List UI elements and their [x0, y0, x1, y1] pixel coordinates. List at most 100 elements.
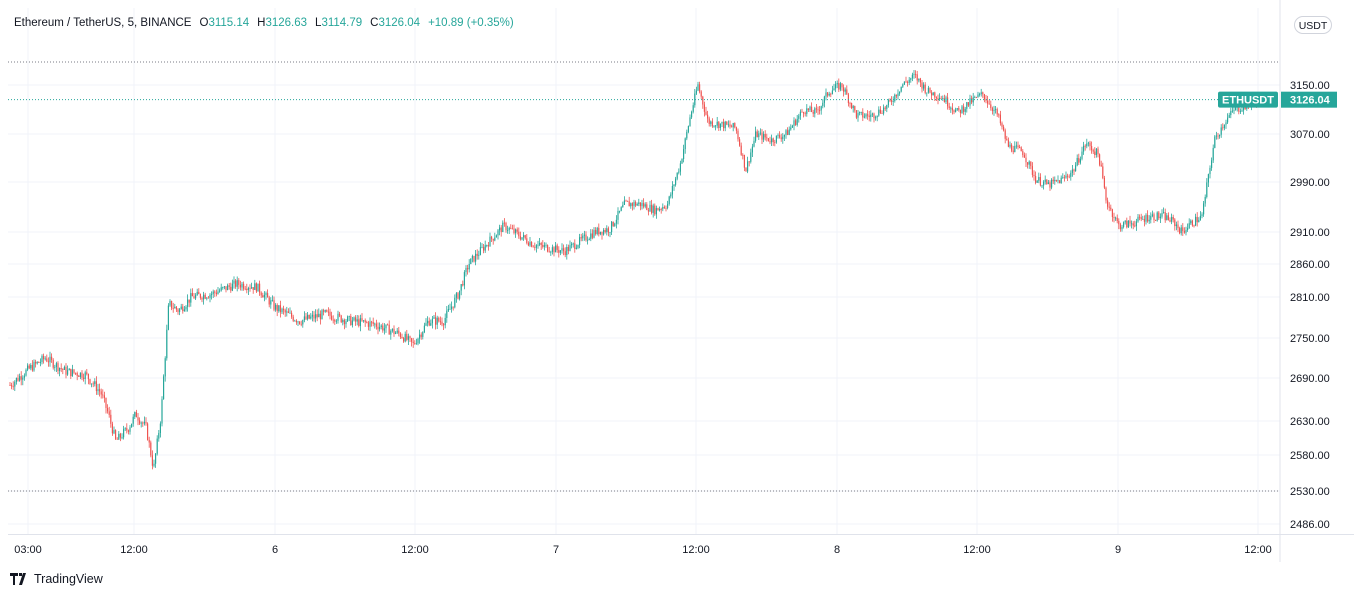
candle-body — [223, 286, 225, 288]
candle-body — [1113, 217, 1115, 219]
candle-body — [911, 74, 913, 79]
candle-body — [451, 306, 453, 309]
candle-body — [1019, 147, 1021, 148]
candle-body — [1043, 181, 1045, 186]
candle-body — [595, 230, 597, 234]
candle-body — [252, 287, 254, 290]
candle-body — [967, 102, 969, 106]
candle-body — [436, 317, 438, 325]
candle-body — [438, 317, 440, 322]
candle-body — [428, 320, 430, 326]
candle-body — [38, 361, 40, 363]
candle-body — [476, 253, 478, 256]
candle-body — [372, 321, 374, 324]
candle-body — [1012, 150, 1014, 153]
candle-body — [302, 320, 304, 325]
candle-body — [35, 361, 37, 364]
candle-body — [383, 328, 385, 331]
price-tick-label: 2630.00 — [1290, 416, 1330, 428]
candle-body — [188, 299, 190, 303]
candle-body — [241, 283, 243, 288]
candle-body — [1230, 111, 1232, 116]
candle-body — [1003, 126, 1005, 131]
candle-body — [953, 110, 955, 113]
candle-body — [86, 372, 88, 374]
candle-body — [569, 245, 571, 251]
candle-body — [316, 314, 318, 318]
chart-grid — [8, 8, 1280, 534]
legend-close-label: C — [370, 17, 379, 29]
candle-body — [619, 210, 621, 212]
candle-body — [761, 132, 763, 140]
candle-body — [948, 106, 950, 109]
candle-body — [1243, 105, 1245, 111]
candle-body — [713, 125, 715, 127]
candle-body — [179, 309, 181, 312]
candle-body — [1140, 217, 1142, 220]
candle-body — [878, 109, 880, 116]
candle-body — [1135, 221, 1137, 227]
time-tick-label: 9 — [1115, 544, 1121, 556]
candle-body — [531, 241, 533, 247]
candle-body — [1126, 220, 1128, 228]
candle-body — [1001, 123, 1003, 127]
candle-body — [804, 113, 806, 115]
candle-body — [311, 314, 313, 317]
candle-body — [1171, 216, 1173, 222]
candle-body — [638, 202, 640, 204]
candle-body — [750, 152, 752, 162]
candle-body — [827, 92, 829, 96]
candle-body — [710, 121, 712, 124]
price-tag-ticker: ETHUSDT — [1222, 95, 1274, 107]
candle-body — [651, 204, 653, 213]
candle-body — [1076, 157, 1078, 166]
candle-body — [519, 236, 521, 240]
candle-body — [734, 123, 736, 128]
price-tick-label: 2486.00 — [1290, 519, 1330, 531]
candle-body — [742, 154, 744, 156]
candle-body — [499, 227, 501, 231]
time-tick-label: 7 — [553, 544, 559, 556]
candle-body — [830, 93, 832, 95]
candle-body — [955, 109, 957, 113]
candle-body — [939, 97, 941, 100]
candle-body — [297, 321, 299, 323]
candle-body — [782, 136, 784, 140]
candle-body — [964, 108, 966, 112]
candle-body — [246, 288, 248, 291]
candle-body — [367, 322, 369, 327]
candle-body — [995, 109, 997, 110]
candle-body — [1153, 214, 1155, 220]
candle-body — [395, 332, 397, 334]
candle-body — [151, 455, 153, 466]
legend-symbol[interactable]: Ethereum / TetherUS, 5, BINANCE — [14, 17, 192, 29]
candle-body — [359, 318, 361, 326]
candle-body — [918, 78, 920, 81]
candle-body — [1094, 151, 1096, 155]
candle-body — [206, 297, 208, 299]
candle-body — [863, 116, 865, 118]
candle-body — [862, 111, 864, 118]
currency-button[interactable]: USDT — [1294, 16, 1332, 34]
candle-body — [155, 453, 157, 464]
candle-body — [723, 121, 725, 129]
candle-body — [243, 283, 245, 289]
candle-body — [1225, 122, 1227, 125]
tradingview-brand[interactable]: TradingView — [10, 572, 103, 586]
candle-body — [540, 243, 542, 245]
candle-body — [785, 130, 787, 135]
candle-body — [1129, 220, 1131, 224]
candle-body — [36, 361, 38, 364]
candle-body — [511, 228, 513, 230]
candle-body — [1020, 147, 1022, 152]
price-tag-ticker-bg — [1218, 91, 1278, 108]
candle-body — [19, 376, 21, 381]
candle-body — [487, 245, 489, 247]
candle-body — [227, 285, 229, 291]
candle-body — [684, 138, 686, 150]
legend-low-value: 3114.79 — [321, 17, 363, 29]
candle-body — [1151, 214, 1153, 216]
candle-body — [1015, 145, 1017, 147]
time-tick-label: 03:00 — [14, 544, 42, 556]
